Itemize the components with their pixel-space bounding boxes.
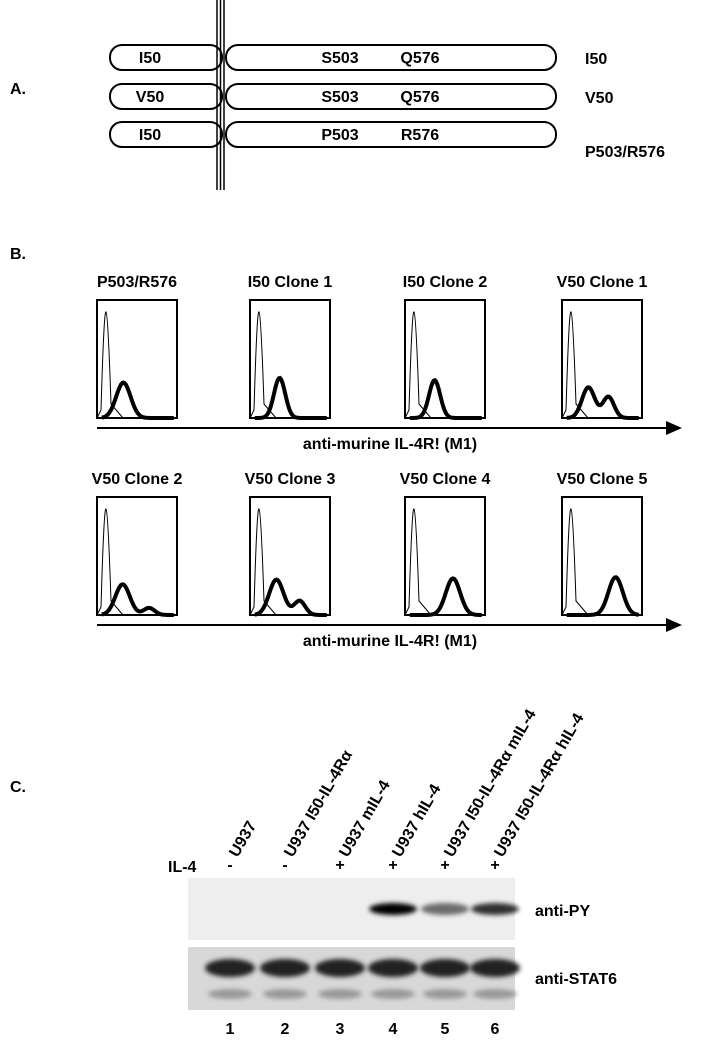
band	[369, 903, 417, 915]
lane-name: U937 I50-IL-4Rα mIL-4	[441, 707, 539, 860]
histogram-title: P503/R576	[97, 274, 177, 291]
band	[315, 959, 365, 977]
domain-label: V50	[136, 89, 165, 106]
treatment-sign: -	[282, 857, 287, 874]
axis-label: anti-murine IL-4R! (M1)	[303, 633, 477, 650]
lane-number: 1	[226, 1021, 235, 1038]
lane-name: U937 hIL-4	[389, 781, 444, 860]
band	[470, 959, 520, 977]
sample-curve	[409, 576, 482, 617]
panel-label: C.	[10, 779, 26, 796]
arrow-head	[666, 421, 682, 435]
band	[208, 989, 252, 999]
axis-label: anti-murine IL-4R! (M1)	[303, 436, 477, 453]
construct-name: P503/R576	[585, 144, 665, 161]
band	[263, 989, 307, 999]
domain-label: S503	[321, 50, 358, 67]
sample-curve	[409, 378, 482, 420]
domain-box	[109, 83, 223, 110]
arrow-head	[666, 618, 682, 632]
histogram-title: V50 Clone 3	[245, 471, 336, 488]
blot-label: anti-STAT6	[535, 971, 617, 988]
band	[371, 989, 415, 999]
band	[471, 903, 519, 915]
treatment-sign: +	[490, 857, 499, 874]
histogram-frame	[561, 496, 643, 616]
histogram-title: V50 Clone 1	[557, 274, 648, 291]
band	[423, 989, 467, 999]
band	[260, 959, 310, 977]
histogram-frame	[249, 496, 331, 616]
lane-number: 5	[441, 1021, 450, 1038]
control-curve	[96, 311, 124, 419]
domain-label: P503	[321, 127, 358, 144]
domain-label: R576	[401, 127, 439, 144]
domain-box	[109, 44, 223, 71]
lane-name: U937	[226, 818, 260, 860]
treatment-sign: +	[440, 857, 449, 874]
histogram-frame	[249, 299, 331, 419]
panel-label: B.	[10, 246, 26, 263]
sample-curve	[566, 385, 639, 420]
domain-box	[109, 121, 223, 148]
histogram-title: I50 Clone 1	[248, 274, 333, 291]
sample-curve	[254, 375, 327, 420]
histogram-title: V50 Clone 2	[92, 471, 183, 488]
lane-number: 4	[389, 1021, 398, 1038]
panel-label: A.	[10, 81, 26, 98]
band	[421, 903, 469, 915]
domain-label: Q576	[400, 50, 439, 67]
lane-number: 3	[336, 1021, 345, 1038]
band	[473, 989, 517, 999]
treatment-sign: +	[335, 857, 344, 874]
lane-number: 6	[491, 1021, 500, 1038]
lane-name: U937 I50-IL-4Rα hIL-4	[491, 711, 587, 861]
domain-box	[225, 83, 557, 110]
histogram-frame	[404, 496, 486, 616]
band	[420, 959, 470, 977]
domain-label: I50	[139, 50, 161, 67]
band	[205, 959, 255, 977]
lane-name: U937 mIL-4	[336, 778, 393, 861]
control-curve	[404, 311, 432, 419]
band	[318, 989, 362, 999]
histogram-frame	[96, 496, 178, 616]
construct-name: V50	[585, 90, 614, 107]
domain-label: Q576	[400, 89, 439, 106]
sample-curve	[101, 582, 174, 617]
domain-label: S503	[321, 89, 358, 106]
control-curve	[249, 508, 277, 616]
sample-curve	[566, 575, 640, 617]
domain-box	[225, 44, 557, 71]
domain-box	[225, 121, 557, 148]
histogram-title: V50 Clone 5	[557, 471, 648, 488]
construct-name: I50	[585, 51, 607, 68]
sample-curve	[101, 380, 174, 420]
control-curve	[561, 311, 589, 419]
treatment-sign: -	[227, 857, 232, 874]
treatment-label: IL-4	[168, 859, 197, 876]
histogram-title: V50 Clone 4	[400, 471, 491, 488]
histogram-frame	[404, 299, 486, 419]
treatment-sign: +	[388, 857, 397, 874]
control-curve	[404, 508, 432, 616]
control-curve	[561, 508, 589, 616]
lane-number: 2	[281, 1021, 290, 1038]
domain-label: I50	[139, 127, 161, 144]
band	[368, 959, 418, 977]
control-curve	[96, 508, 124, 616]
histogram-frame	[96, 299, 178, 419]
sample-curve	[254, 577, 327, 617]
control-curve	[249, 311, 277, 419]
blot-label: anti-PY	[535, 903, 590, 920]
histogram-frame	[561, 299, 643, 419]
histogram-title: I50 Clone 2	[403, 274, 488, 291]
blot	[188, 947, 515, 1010]
